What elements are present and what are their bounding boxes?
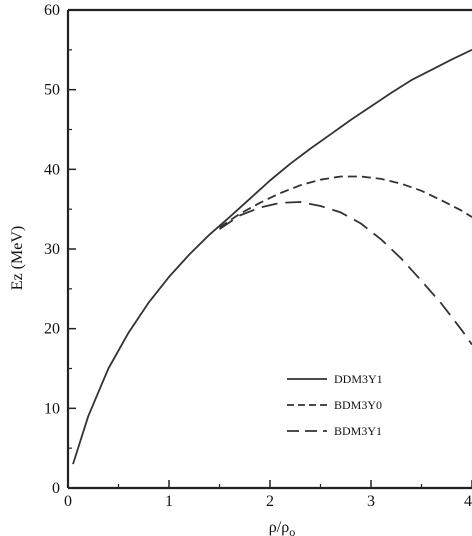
x-tick-label: 0 — [64, 493, 72, 510]
series-line-bdm3y0 — [218, 175, 472, 229]
y-tick-label: 60 — [44, 2, 60, 19]
y-axis-label: Ez (MeV) — [9, 226, 26, 290]
y-tick-label: 0 — [52, 480, 60, 497]
x-tick-label: 2 — [266, 493, 274, 510]
series-line-ddm3y1 — [72, 48, 472, 465]
x-tick-label: 1 — [165, 493, 173, 510]
legend-label-ddm3y1: DDM3Y1 — [334, 372, 383, 386]
legend-label-bdm3y0: BDM3Y0 — [334, 398, 382, 412]
y-tick-label: 50 — [44, 82, 60, 99]
y-tick-label: 10 — [44, 400, 60, 417]
y-tick-label: 30 — [44, 241, 60, 258]
legend: DDM3Y1 BDM3Y0 BDM3Y1 — [287, 372, 383, 438]
legend-label-bdm3y1: BDM3Y1 — [334, 424, 382, 438]
x-axis-label-subscript: o — [289, 525, 295, 536]
x-axis-label-main: ρ/ρ — [269, 519, 289, 536]
x-axis: 0 1 2 3 4 — [64, 480, 472, 510]
x-tick-label: 3 — [367, 493, 375, 510]
plot-frame — [66, 8, 472, 490]
series-line-bdm3y1 — [218, 201, 472, 346]
y-tick-label: 40 — [44, 161, 60, 178]
y-tick-label: 20 — [44, 321, 60, 338]
y-axis: 0 10 20 30 40 50 60 — [44, 2, 76, 497]
series-group — [72, 48, 472, 465]
x-axis-label: ρ/ρo — [269, 519, 295, 536]
x-tick-label: 4 — [464, 493, 472, 510]
